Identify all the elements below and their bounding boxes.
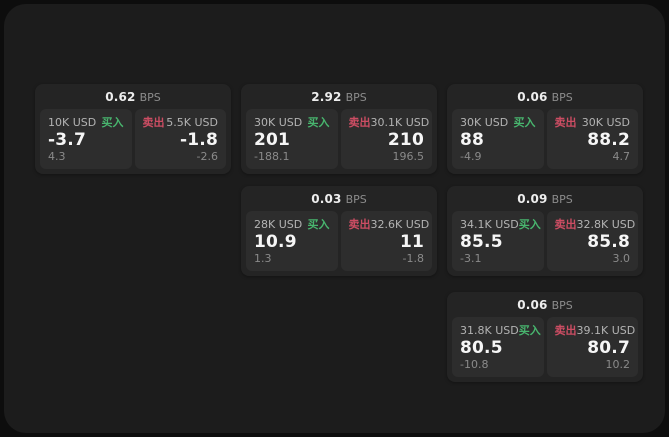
sell-tile[interactable]: 卖出 5.5K USD -1.8 -2.6 [134,109,226,169]
sell-price: 80.7 [587,338,630,358]
quote-body: 28K USD 买入 10.9 1.3 卖出 32.6K USD 11 -1.8 [241,208,437,276]
sell-price: 11 [399,232,424,252]
sell-price: 88.2 [587,130,630,150]
buy-amount: 30K USD [460,116,509,129]
sell-delta: 4.7 [612,150,631,163]
buy-button[interactable]: 买入 [307,218,330,231]
sell-button[interactable]: 卖出 [554,116,577,129]
buy-delta: 1.3 [254,252,272,265]
buy-delta: -4.9 [460,150,482,163]
spread-header: 0.06 BPS [447,292,643,314]
buy-delta: -10.8 [460,358,489,371]
buy-tile[interactable]: 34.1K USD 买入 85.5 -3.1 [452,211,544,271]
quote-body: 31.8K USD 买入 80.5 -10.8 卖出 39.1K USD 80.… [447,314,643,382]
spread-value: 0.03 [311,192,342,206]
spread-header: 0.62 BPS [35,84,231,106]
buy-amount: 28K USD [254,218,303,231]
buy-button[interactable]: 买入 [513,116,536,129]
sell-button[interactable]: 卖出 [348,116,371,129]
buy-price: 10.9 [254,232,297,252]
sell-delta: -2.6 [196,150,218,163]
sell-button[interactable]: 卖出 [554,218,577,231]
spread-unit-label: BPS [551,192,573,206]
quote-body: 34.1K USD 买入 85.5 -3.1 卖出 32.8K USD 85.8… [447,208,643,276]
quote-body: 30K USD 买入 201 -188.1 卖出 30.1K USD 210 1… [241,106,437,174]
buy-button[interactable]: 买入 [518,324,541,337]
spread-unit-label: BPS [345,192,367,206]
buy-amount: 30K USD [254,116,303,129]
sell-button[interactable]: 卖出 [554,324,577,337]
buy-button[interactable]: 买入 [518,218,541,231]
quote-body: 10K USD 买入 -3.7 4.3 卖出 5.5K USD -1.8 -2.… [35,106,231,174]
sell-price: -1.8 [180,130,218,150]
spread-value: 0.06 [517,298,548,312]
buy-tile[interactable]: 30K USD 买入 88 -4.9 [452,109,544,169]
spread-value: 0.06 [517,90,548,104]
buy-delta: 4.3 [48,150,66,163]
sell-button[interactable]: 卖出 [348,218,371,231]
sell-delta: -1.8 [402,252,424,265]
spread-value: 2.92 [311,90,342,104]
sell-delta: 10.2 [605,358,631,371]
quote-card: 0.06 BPS 31.8K USD 买入 80.5 -10.8 卖出 39.1… [447,292,643,382]
spread-header: 2.92 BPS [241,84,437,106]
spread-value: 0.09 [517,192,548,206]
sell-delta: 196.5 [392,150,425,163]
sell-button[interactable]: 卖出 [142,116,165,129]
buy-tile[interactable]: 30K USD 买入 201 -188.1 [246,109,338,169]
sell-price: 85.8 [587,232,630,252]
sell-tile[interactable]: 卖出 39.1K USD 80.7 10.2 [546,317,638,377]
quote-card: 0.03 BPS 28K USD 买入 10.9 1.3 卖出 32.6K US… [241,186,437,276]
sell-amount: 39.1K USD [576,324,636,337]
sell-amount: 30.1K USD [370,116,430,129]
buy-delta: -188.1 [254,150,290,163]
spread-unit-label: BPS [139,90,161,104]
buy-price: 201 [254,130,291,150]
quote-card: 0.06 BPS 30K USD 买入 88 -4.9 卖出 30K USD 8… [447,84,643,174]
buy-amount: 31.8K USD [460,324,519,337]
buy-price: 80.5 [460,338,503,358]
buy-button[interactable]: 买入 [101,116,124,129]
buy-tile[interactable]: 10K USD 买入 -3.7 4.3 [40,109,132,169]
spread-header: 0.03 BPS [241,186,437,208]
buy-button[interactable]: 买入 [307,116,330,129]
sell-tile[interactable]: 卖出 32.8K USD 85.8 3.0 [546,211,638,271]
spread-unit-label: BPS [551,298,573,312]
sell-amount: 30K USD [581,116,630,129]
buy-price: 85.5 [460,232,503,252]
spread-header: 0.09 BPS [447,186,643,208]
sell-tile[interactable]: 卖出 30.1K USD 210 196.5 [340,109,432,169]
buy-amount: 34.1K USD [460,218,519,231]
buy-price: -3.7 [48,130,86,150]
quote-card: 2.92 BPS 30K USD 买入 201 -188.1 卖出 30.1K … [241,84,437,174]
spread-header: 0.06 BPS [447,84,643,106]
buy-amount: 10K USD [48,116,97,129]
sell-amount: 32.6K USD [370,218,430,231]
sell-amount: 32.8K USD [576,218,636,231]
quote-card: 0.09 BPS 34.1K USD 买入 85.5 -3.1 卖出 32.8K… [447,186,643,276]
spread-unit-label: BPS [345,90,367,104]
quote-card: 0.62 BPS 10K USD 买入 -3.7 4.3 卖出 5.5K USD… [35,84,231,174]
buy-delta: -3.1 [460,252,482,265]
sell-delta: 3.0 [612,252,631,265]
buy-tile[interactable]: 28K USD 买入 10.9 1.3 [246,211,338,271]
buy-price: 88 [460,130,485,150]
sell-tile[interactable]: 卖出 32.6K USD 11 -1.8 [340,211,432,271]
spread-value: 0.62 [105,90,136,104]
spread-unit-label: BPS [551,90,573,104]
sell-amount: 5.5K USD [166,116,218,129]
buy-tile[interactable]: 31.8K USD 买入 80.5 -10.8 [452,317,544,377]
quote-body: 30K USD 买入 88 -4.9 卖出 30K USD 88.2 4.7 [447,106,643,174]
sell-price: 210 [387,130,424,150]
sell-tile[interactable]: 卖出 30K USD 88.2 4.7 [546,109,638,169]
